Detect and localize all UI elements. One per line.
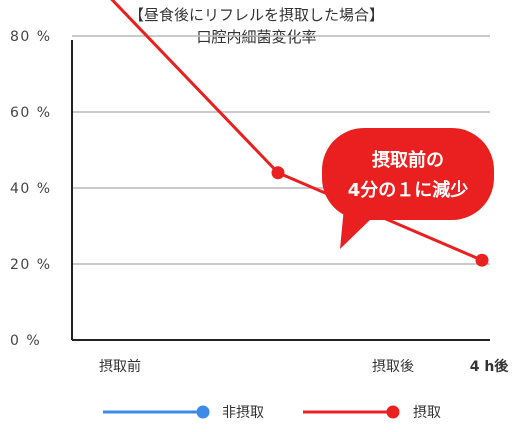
x-end-label: 4 h後 (470, 358, 510, 375)
callout-text: 4分の１に減少 (348, 179, 469, 201)
legend-label: 非摂取 (222, 405, 264, 421)
legend-marker (386, 405, 400, 419)
callout-text: 摂取前の (372, 149, 444, 171)
x-tick-label: 摂取前 (99, 358, 141, 375)
data-point (475, 253, 489, 267)
legend-label: 摂取 (413, 405, 441, 421)
y-tick-label: 20 % (10, 257, 52, 273)
y-tick-label: 40 % (10, 181, 52, 197)
callout-bubble (322, 128, 494, 220)
data-point (271, 166, 285, 180)
chart-subtitle: 口腔内細菌変化率 (196, 28, 317, 46)
chart-title: 【昼食後にリフレルを摂取した場合】 (128, 6, 384, 24)
y-tick-label: 80 % (10, 29, 52, 45)
y-tick-label: 0 % (10, 333, 41, 349)
x-tick-label: 摂取後 (372, 359, 414, 375)
legend-marker (196, 405, 210, 419)
y-tick-label: 60 % (10, 105, 52, 121)
